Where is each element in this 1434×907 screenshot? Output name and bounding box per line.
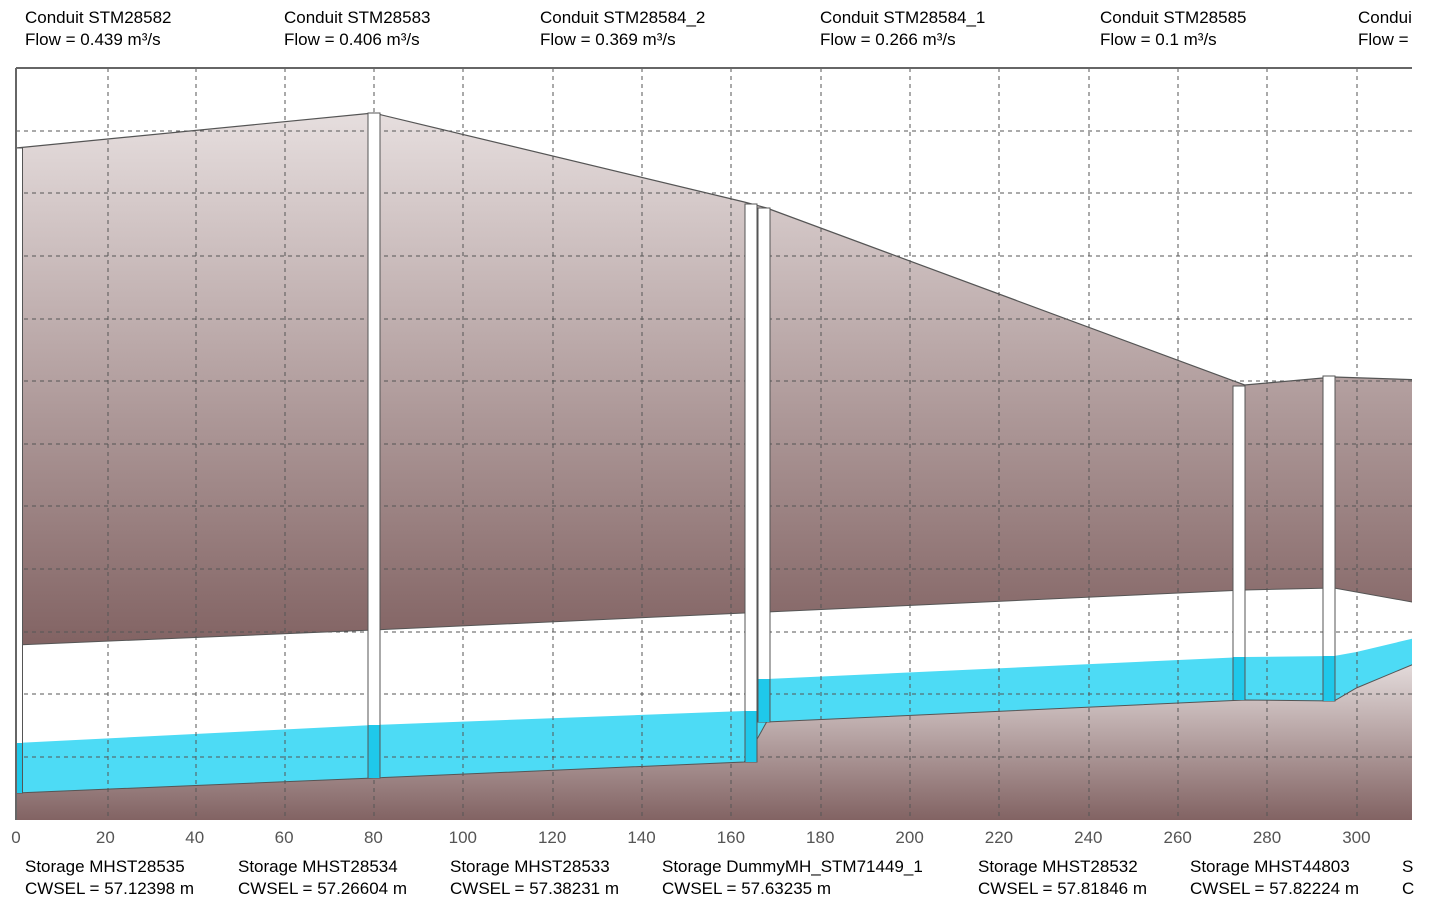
x-tick-label: 260 [1163,828,1191,847]
x-tick-label: 60 [275,828,294,847]
storage-name: Storage DummyMH_STM71449_1 [662,857,923,876]
conduit-name: Condui [1358,8,1412,27]
x-tick-label: 120 [538,828,566,847]
pipe-invert-line [16,664,1412,794]
conduit-name: Conduit STM28582 [25,8,172,27]
x-tick-label: 0 [11,828,20,847]
conduit-flow: Flow = 0.369 m³/s [540,30,676,49]
storage-label: Storage MHST28532 CWSEL = 57.81846 m [978,856,1147,900]
conduit-label: Conduit STM28584_1 Flow = 0.266 m³/s [820,7,985,51]
plot-area [16,68,1412,820]
storage-name: Storage MHST28535 [25,857,185,876]
storage-name: Storage MHST28533 [450,857,610,876]
x-tick-label: 100 [449,828,477,847]
storage-cwsel: CWSEL = 57.82224 m [1190,879,1359,898]
water-surface [16,638,1412,793]
conduit-label: Condui Flow = [1358,7,1412,51]
manhole-water [745,711,757,762]
ground-above-pipe [16,113,1412,645]
x-tick-label: 140 [627,828,655,847]
x-tick-label: 300 [1342,828,1370,847]
manhole-water [1323,656,1335,701]
storage-cwsel: CWSEL = 57.12398 m [25,879,194,898]
conduit-label: Conduit STM28582 Flow = 0.439 m³/s [25,7,171,51]
storage-cwsel: CWSEL = 57.81846 m [978,879,1147,898]
conduit-flow: Flow = 0.439 m³/s [25,30,161,49]
storage-label: Storage MHST28535 CWSEL = 57.12398 m [25,856,194,900]
x-tick-label: 20 [96,828,115,847]
conduit-flow: Flow = 0.266 m³/s [820,30,956,49]
conduit-flow: Flow = 0.406 m³/s [284,30,420,49]
manhole [1322,375,1336,702]
conduit-flow: Flow = [1358,30,1409,49]
conduit-name: Conduit STM28584_2 [540,8,706,27]
storage-name: Storage MHST44803 [1190,857,1350,876]
storage-cwsel: C [1402,879,1415,898]
conduit-label: Conduit STM28585 Flow = 0.1 m³/s [1100,7,1246,51]
manhole [1232,385,1246,701]
storage-label: Storage MHST44803 CWSEL = 57.82224 m [1190,856,1359,900]
x-tick-label: 160 [717,828,745,847]
storage-cwsel: CWSEL = 57.63235 m [662,879,831,898]
ground-below-pipe [16,664,1412,820]
storage-label: Storage MHST28533 CWSEL = 57.38231 m [450,856,619,900]
manhole-water [368,725,380,778]
conduit-name: Conduit STM28585 [1100,8,1247,27]
storage-name: Storage MHST28534 [238,857,398,876]
storage-label: Storage DummyMH_STM71449_1 CWSEL = 57.63… [662,856,923,900]
x-tick-label: 280 [1253,828,1281,847]
manhole [367,112,381,779]
x-tick-label: 240 [1074,828,1102,847]
storage-name: Storage MHST28532 [978,857,1138,876]
conduit-label: Conduit STM28583 Flow = 0.406 m³/s [284,7,430,51]
storage-label: Storage MHST28534 CWSEL = 57.26604 m [238,856,407,900]
conduit-name: Conduit STM28584_1 [820,8,986,27]
storage-label: S C [1402,856,1414,900]
storage-cwsel: CWSEL = 57.26604 m [238,879,407,898]
manhole [757,207,771,723]
x-tick-label: 200 [895,828,923,847]
conduit-label: Conduit STM28584_2 Flow = 0.369 m³/s [540,7,705,51]
manhole-water [1233,657,1245,700]
x-tick-label: 220 [985,828,1013,847]
x-tick-label: 40 [185,828,204,847]
x-tick-label: 180 [806,828,834,847]
manhole-water [16,743,22,793]
manhole-water [758,679,770,722]
conduit-flow: Flow = 0.1 m³/s [1100,30,1217,49]
manhole [744,203,758,763]
storage-cwsel: CWSEL = 57.38231 m [450,879,619,898]
storage-name: S [1402,857,1414,876]
x-tick-label: 80 [364,828,383,847]
conduit-name: Conduit STM28583 [284,8,431,27]
